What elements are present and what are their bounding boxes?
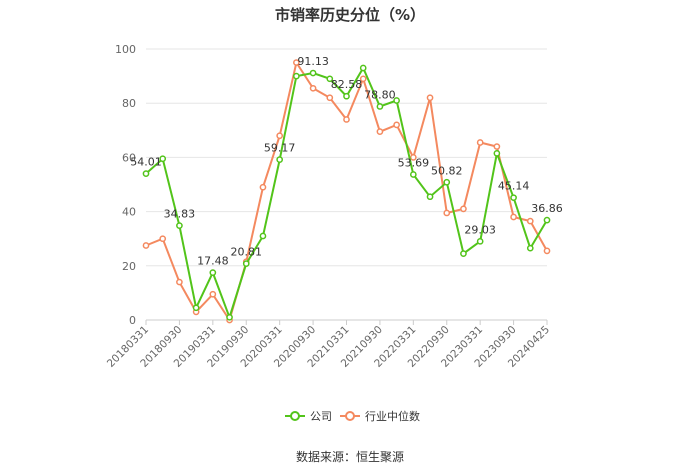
data-point[interactable] [460,205,467,213]
y-tick-label: 40 [122,206,136,219]
data-point[interactable] [493,143,501,150]
data-point[interactable] [259,232,267,240]
data-label: 17.48 [197,255,229,268]
data-point[interactable] [293,59,300,66]
data-point[interactable] [409,154,417,161]
data-point[interactable] [242,260,250,267]
data-point[interactable] [293,72,300,80]
data-point[interactable] [443,209,451,217]
data-point[interactable] [476,139,484,146]
y-tick-label: 60 [122,151,136,164]
data-point[interactable] [543,216,551,224]
legend-industry-median-label[interactable]: 行业中位数 [365,409,420,423]
data-point[interactable] [543,247,551,255]
data-label: 20.81 [231,246,263,259]
data-label: 59.17 [264,142,296,155]
data-label: 91.13 [297,55,329,68]
data-point[interactable] [359,75,367,83]
data-label: 45.14 [498,180,530,193]
data-point[interactable] [393,121,400,129]
data-point[interactable] [343,92,350,100]
data-point[interactable] [176,278,183,286]
data-point[interactable] [460,250,467,257]
data-point[interactable] [359,64,367,72]
series-line-industry-median [145,60,548,323]
y-tick-label: 80 [122,97,136,110]
data-point[interactable] [142,170,150,177]
data-point[interactable] [343,116,350,123]
data-label: 50.82 [431,164,463,177]
data-point[interactable] [426,94,434,102]
data-point[interactable] [326,75,334,83]
y-tick-label: 0 [129,314,136,327]
data-point[interactable] [176,222,183,229]
data-label: 34.83 [164,208,196,221]
data-point[interactable] [510,213,517,221]
data-point[interactable] [326,94,334,102]
data-point[interactable] [276,156,284,163]
data-point[interactable] [443,178,451,186]
data-point[interactable] [476,237,484,245]
data-point[interactable] [426,193,434,201]
data-point[interactable] [309,69,317,77]
data-point[interactable] [192,304,200,312]
chart-title: 市销率历史分位（%） [274,6,426,24]
data-point[interactable] [226,313,233,321]
data-point[interactable] [309,84,317,92]
data-point[interactable] [393,97,400,104]
data-label: 29.03 [464,223,496,236]
data-point[interactable] [159,235,167,243]
data-point[interactable] [510,194,517,202]
data-point[interactable] [142,242,150,249]
data-point[interactable] [409,171,417,178]
data-point[interactable] [526,244,534,252]
legend-industry-median-marker [345,411,355,421]
data-point[interactable] [276,132,284,140]
data-point[interactable] [209,269,217,276]
series-line-company [145,65,548,321]
data-point[interactable] [376,128,384,136]
data-point[interactable] [209,290,217,298]
data-point[interactable] [493,149,501,157]
data-label: 53.69 [398,157,430,170]
data-label: 78.80 [364,88,396,101]
data-point[interactable] [376,103,384,110]
data-point[interactable] [259,183,267,191]
y-tick-label: 20 [122,260,136,273]
data-point[interactable] [526,217,534,225]
data-label: 36.86 [531,202,563,215]
legend-company-marker [290,411,300,421]
data-point[interactable] [159,155,167,163]
data-source: 数据来源：恒生聚源 [295,450,404,464]
data-label: 54.01 [130,156,162,169]
y-tick-label: 100 [115,43,136,56]
data-label: 82.58 [331,78,363,91]
legend-company-label[interactable]: 公司 [310,410,332,423]
